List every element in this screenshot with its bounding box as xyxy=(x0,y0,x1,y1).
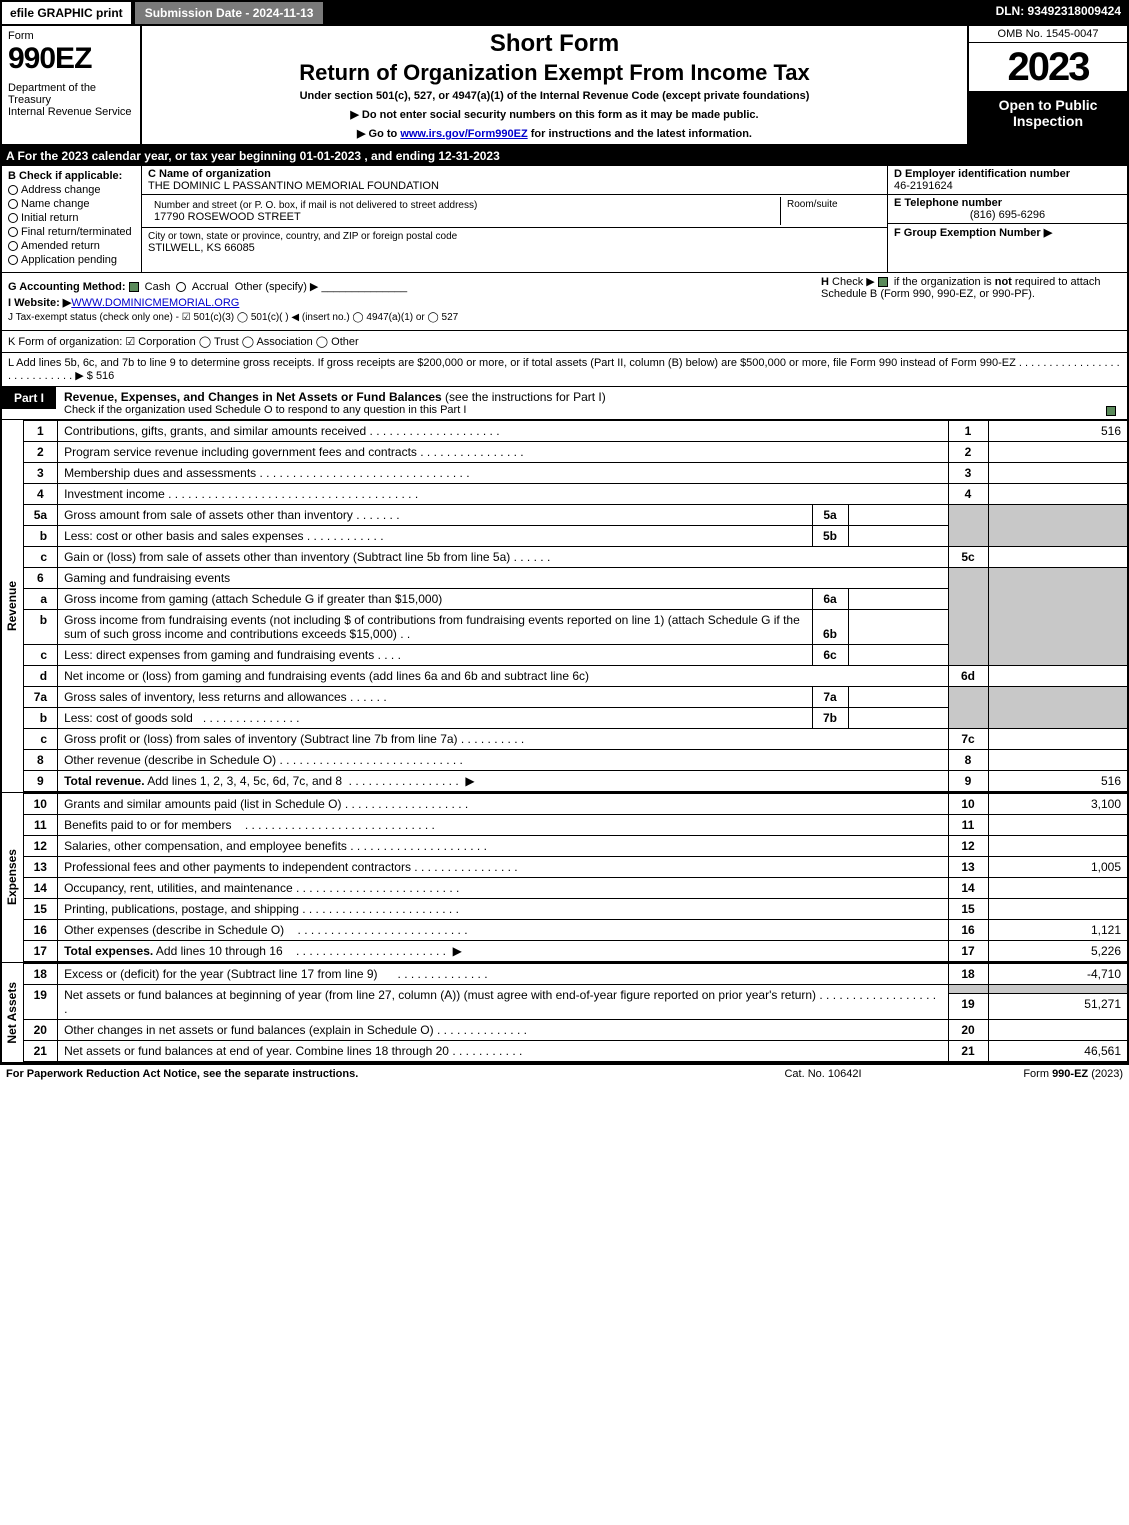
submission-date: Submission Date - 2024-11-13 xyxy=(133,0,326,26)
part-1-label: Part I xyxy=(2,387,56,409)
omb-number: OMB No. 1545-0047 xyxy=(969,26,1127,43)
box-b: B Check if applicable: Address change Na… xyxy=(2,166,142,272)
check-name-change[interactable]: Name change xyxy=(8,198,135,210)
footer-left: For Paperwork Reduction Act Notice, see … xyxy=(6,1068,723,1080)
check-part1-schedule-o[interactable] xyxy=(1106,406,1116,416)
ssn-note: ▶ Do not enter social security numbers o… xyxy=(148,108,961,121)
line-10-value: 3,100 xyxy=(988,794,1128,815)
row-a: A For the 2023 calendar year, or tax yea… xyxy=(0,146,1129,166)
line-j: J Tax-exempt status (check only one) - ☑… xyxy=(8,312,1121,323)
form-subtitle: Under section 501(c), 527, or 4947(a)(1)… xyxy=(148,90,961,102)
line-16-value: 1,121 xyxy=(988,920,1128,941)
revenue-side-label: Revenue xyxy=(0,420,24,792)
line-l-amount: ▶ $ 516 xyxy=(75,370,114,382)
netassets-table: 18Excess or (deficit) for the year (Subt… xyxy=(24,963,1129,1062)
form-label: Form xyxy=(8,30,134,42)
check-cash[interactable] xyxy=(129,282,139,292)
box-def: D Employer identification number46-21916… xyxy=(887,166,1127,272)
line-13-value: 1,005 xyxy=(988,857,1128,878)
expenses-section: Expenses 10Grants and similar amounts pa… xyxy=(0,793,1129,963)
header-left: Form 990EZ Department of the Treasury In… xyxy=(2,26,142,144)
expenses-side-label: Expenses xyxy=(0,793,24,962)
top-bar: efile GRAPHIC print Submission Date - 20… xyxy=(0,0,1129,26)
section-bcd: B Check if applicable: Address change Na… xyxy=(0,166,1129,273)
line-19-value: 51,271 xyxy=(988,993,1128,1019)
tax-year: 2023 xyxy=(969,43,1127,91)
line-k: K Form of organization: ☑ Corporation ◯ … xyxy=(0,331,1129,353)
line-21-value: 46,561 xyxy=(988,1041,1128,1062)
efile-label: efile GRAPHIC print xyxy=(0,0,133,26)
check-initial-return[interactable]: Initial return xyxy=(8,212,135,224)
box-c: C Name of organization THE DOMINIC L PAS… xyxy=(142,166,887,272)
group-exemption-label: F Group Exemption Number ▶ xyxy=(894,227,1052,239)
city-state-zip: STILWELL, KS 66085 xyxy=(148,242,255,254)
room-suite-label: Room/suite xyxy=(781,197,881,225)
telephone-value: (816) 695-6296 xyxy=(894,209,1121,221)
revenue-table: 1Contributions, gifts, grants, and simil… xyxy=(24,420,1129,792)
box-b-header: B Check if applicable: xyxy=(8,170,135,182)
inspection-label: Open to Public Inspection xyxy=(969,91,1127,144)
revenue-section: Revenue 1Contributions, gifts, grants, a… xyxy=(0,420,1129,793)
department-label: Department of the Treasury Internal Reve… xyxy=(8,82,134,118)
form-title: Return of Organization Exempt From Incom… xyxy=(148,60,961,86)
line-9-value: 516 xyxy=(988,771,1128,792)
lines-ghij: H Check ▶ if the organization is not req… xyxy=(0,273,1129,331)
part-1-header: Part I Revenue, Expenses, and Changes in… xyxy=(0,387,1129,420)
form-header: Form 990EZ Department of the Treasury In… xyxy=(0,26,1129,146)
street-row: Number and street (or P. O. box, if mail… xyxy=(142,195,887,228)
org-name: THE DOMINIC L PASSANTINO MEMORIAL FOUNDA… xyxy=(148,180,439,192)
line-18-value: -4,710 xyxy=(988,964,1128,985)
expenses-table: 10Grants and similar amounts paid (list … xyxy=(24,793,1129,962)
netassets-side-label: Net Assets xyxy=(0,963,24,1062)
netassets-section: Net Assets 18Excess or (deficit) for the… xyxy=(0,963,1129,1064)
header-right: OMB No. 1545-0047 2023 Open to Public In… xyxy=(967,26,1127,144)
footer-center: Cat. No. 10642I xyxy=(723,1068,923,1080)
website-link[interactable]: WWW.DOMINICMEMORIAL.ORG xyxy=(71,297,239,309)
ein-value: 46-2191624 xyxy=(894,180,953,192)
dln-label: DLN: 93492318009424 xyxy=(988,0,1129,26)
check-address-change[interactable]: Address change xyxy=(8,184,135,196)
form-number: 990EZ xyxy=(8,42,134,76)
check-accrual[interactable] xyxy=(176,282,186,292)
check-amended-return[interactable]: Amended return xyxy=(8,240,135,252)
check-final-return[interactable]: Final return/terminated xyxy=(8,226,135,238)
page-footer: For Paperwork Reduction Act Notice, see … xyxy=(0,1064,1129,1083)
short-form-title: Short Form xyxy=(148,30,961,58)
irs-link[interactable]: www.irs.gov/Form990EZ xyxy=(400,128,527,140)
footer-right: Form 990-EZ (2023) xyxy=(923,1068,1123,1080)
header-center: Short Form Return of Organization Exempt… xyxy=(142,26,967,144)
line-h: H Check ▶ if the organization is not req… xyxy=(821,275,1121,300)
line-l: L Add lines 5b, 6c, and 7b to line 9 to … xyxy=(0,353,1129,387)
goto-note: ▶ Go to www.irs.gov/Form990EZ for instru… xyxy=(148,127,961,140)
check-application-pending[interactable]: Application pending xyxy=(8,254,135,266)
line-17-value: 5,226 xyxy=(988,941,1128,962)
check-h[interactable] xyxy=(878,277,888,287)
city-row: City or town, state or province, country… xyxy=(142,228,887,256)
part-1-check-line: Check if the organization used Schedule … xyxy=(64,404,1089,416)
line-1-value: 516 xyxy=(988,421,1128,442)
street-address: 17790 ROSEWOOD STREET xyxy=(154,211,301,223)
org-name-row: C Name of organization THE DOMINIC L PAS… xyxy=(142,166,887,195)
